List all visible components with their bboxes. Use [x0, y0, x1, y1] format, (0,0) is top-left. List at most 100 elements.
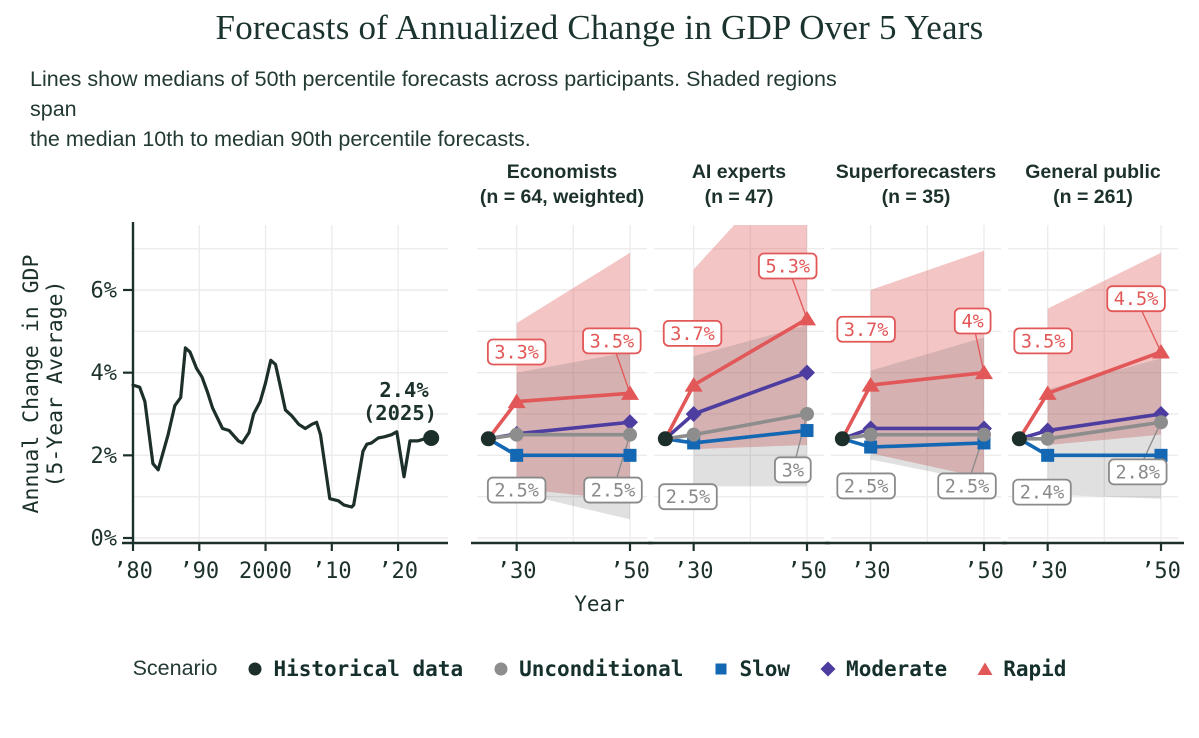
- value-label: 2.5%: [836, 472, 896, 500]
- legend-item-label: Slow: [739, 656, 791, 681]
- legend-item-unconditional: Unconditional: [492, 657, 683, 681]
- value-label: 3.7%: [662, 320, 723, 347]
- panel-n: (n = 47): [704, 185, 774, 208]
- slow-marker-icon: [712, 660, 730, 678]
- chart-subtitle: Lines show medians of 50th percentile fo…: [30, 67, 837, 152]
- value-label: 2.4%: [1012, 478, 1072, 506]
- value-label: 2.5%: [937, 472, 997, 500]
- svg-text:’80: ’80: [113, 559, 153, 584]
- value-label: 2.5%: [486, 476, 547, 504]
- value-label: 3.5%: [1013, 327, 1073, 355]
- svg-text:’20: ’20: [378, 559, 418, 584]
- legend-item-rapid: Rapid: [976, 657, 1066, 681]
- svg-text:2.5%: 2.5%: [844, 476, 889, 497]
- historical-line: [131, 346, 433, 509]
- svg-text:’10: ’10: [312, 559, 352, 584]
- panel-header-general-public: General public (n = 261): [983, 160, 1199, 210]
- value-label: 2.8%: [1108, 458, 1168, 486]
- svg-text:’30: ’30: [851, 559, 891, 584]
- start-dot: [1011, 431, 1027, 447]
- value-label: 4.5%: [1106, 285, 1166, 313]
- panel-name: Superforecasters: [835, 161, 997, 183]
- svg-text:2.5%: 2.5%: [945, 476, 990, 497]
- svg-text:’50: ’50: [1141, 559, 1181, 584]
- legend-item-moderate: Moderate: [819, 657, 947, 681]
- legend-title: Scenario: [132, 656, 218, 680]
- svg-text:3.5%: 3.5%: [590, 331, 635, 352]
- panel-name: General public: [1025, 161, 1161, 183]
- svg-text:’30: ’30: [1028, 559, 1068, 584]
- svg-text:3.3%: 3.3%: [494, 343, 539, 364]
- svg-text:0%: 0%: [91, 527, 118, 552]
- panel-n: (n = 261): [1053, 185, 1133, 208]
- panel-name: Economists: [506, 161, 618, 183]
- svg-text:(2025): (2025): [363, 401, 437, 425]
- unconditional-band: [693, 325, 807, 487]
- value-label: 2.5%: [583, 476, 643, 504]
- svg-text:5.3%: 5.3%: [765, 257, 810, 278]
- value-label: 3.7%: [836, 315, 896, 343]
- svg-text:’50: ’50: [787, 559, 827, 584]
- svg-text:’50: ’50: [964, 559, 1004, 584]
- panel-economists: ’30 ’50 3.3% 3.5% 2.5% 2.5%: [471, 225, 653, 584]
- legend-item-label: Moderate: [846, 656, 948, 681]
- unconditional-marker-icon: [492, 660, 510, 678]
- moderate-marker-icon: [819, 660, 837, 678]
- panel-header-economists: Economists (n = 64, weighted): [452, 160, 672, 210]
- panel-n: (n = 64, weighted): [479, 185, 645, 208]
- value-label: 3.3%: [486, 338, 547, 366]
- svg-text:6%: 6%: [91, 279, 118, 304]
- legend-item-label: Historical data: [273, 656, 464, 681]
- svg-text:2000: 2000: [239, 559, 292, 584]
- svg-text:3%: 3%: [782, 460, 804, 481]
- value-label: 4%: [953, 307, 992, 335]
- svg-text:4%: 4%: [91, 361, 118, 386]
- svg-text:’50: ’50: [610, 559, 650, 584]
- value-label: 5.3%: [758, 252, 818, 280]
- legend-item-label: Unconditional: [519, 656, 684, 681]
- legend-item-label: Rapid: [1003, 656, 1067, 681]
- start-dot: [834, 431, 850, 447]
- panel-general-public: ’30 ’50 3.5% 4.5% 2.4% 2.8%: [1002, 225, 1184, 584]
- legend-item-historical: Historical data: [246, 657, 463, 681]
- svg-text:2%: 2%: [91, 444, 118, 469]
- rapid-band: [516, 252, 630, 501]
- value-label: 2.5%: [658, 483, 718, 511]
- historical-end-dot: [423, 429, 440, 446]
- historical-marker-icon: [246, 660, 264, 678]
- rapid-band: [870, 250, 984, 479]
- x-axis-title: Year: [574, 592, 625, 616]
- svg-text:’90: ’90: [179, 559, 219, 584]
- rapid-band: [693, 225, 807, 450]
- svg-text:2.5%: 2.5%: [494, 481, 539, 502]
- bands: [693, 225, 807, 487]
- start-dot: [480, 431, 496, 447]
- panel-header-ai-experts: AI experts (n = 47): [629, 160, 849, 210]
- start-dot: [657, 431, 673, 447]
- value-label: 3.5%: [582, 327, 642, 355]
- value-label: 3%: [774, 456, 812, 484]
- panel-ai-experts: ’30 ’50 3.7% 5.3% 2.5% 3%: [648, 225, 830, 584]
- svg-text:2.4%: 2.4%: [379, 378, 429, 402]
- svg-text:2.8%: 2.8%: [1115, 462, 1160, 483]
- chart-title: Forecasts of Annualized Change in GDP Ov…: [215, 8, 984, 47]
- panel-historical: 0% 2% 4% 6% ’80 ’90 2000 ’10 ’20 Annual Change in…: [19, 222, 448, 584]
- svg-text:2.5%: 2.5%: [666, 487, 711, 508]
- svg-text:3.5%: 3.5%: [1021, 331, 1066, 352]
- chart-canvas: 0% 2% 4% 6% ’80 ’90 2000 ’10 ’20 Annual Change in…: [19, 222, 1184, 584]
- svg-text:2.4%: 2.4%: [1020, 483, 1065, 504]
- svg-text:’30: ’30: [674, 559, 714, 584]
- panel-name: AI experts: [691, 161, 787, 183]
- svg-text:2.5%: 2.5%: [591, 481, 636, 502]
- panel-superforecasters: ’30 ’50 3.7% 4% 2.5% 2.5%: [825, 225, 1007, 584]
- y-axis-label: Annual Change in GDP(5-Year Average): [19, 255, 68, 514]
- svg-text:4%: 4%: [962, 312, 984, 333]
- legend-item-slow: Slow: [712, 657, 790, 681]
- svg-text:3.7%: 3.7%: [844, 320, 889, 341]
- svg-text:3.7%: 3.7%: [670, 324, 715, 345]
- svg-text:’30: ’30: [497, 559, 537, 584]
- rapid-marker-icon: [976, 660, 994, 678]
- panel-n: (n = 35): [881, 185, 951, 208]
- legend: Scenario Historical data Unconditional Slo…: [0, 656, 1199, 681]
